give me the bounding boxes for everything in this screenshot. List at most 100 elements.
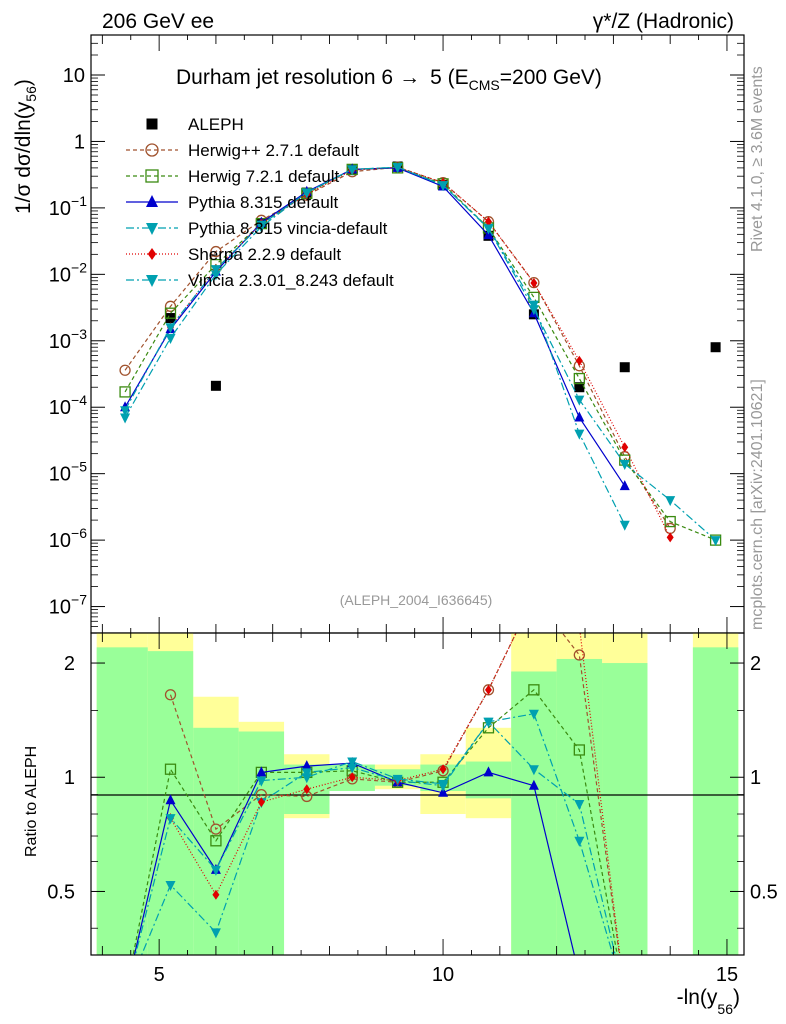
ratio-point-sherpa-2-2-9-default [212, 889, 220, 900]
data-point-pythia-8-315-vincia-default [574, 429, 585, 440]
data-point-herwig-7-2-1-default [573, 372, 585, 385]
data-point-pythia-8-315-default [619, 480, 630, 491]
legend-marker-aleph [146, 118, 158, 130]
data-point-herwig-7-2-1-default [119, 386, 131, 398]
uncertainty-band-green [692, 647, 739, 955]
ratio-point-herwig-7-2-1-default [573, 744, 585, 756]
series-line-pythia-8-315-vincia-default [124, 166, 626, 526]
data-point-pythia-8-315-default [574, 411, 585, 422]
legend-marker-vincia-2-3-01-8-243-default [146, 275, 158, 287]
ratio-point-vincia-2-3-01-8-243-default [165, 814, 176, 825]
plot-title: Durham jet resolution 6 → 5 (ECMS=200 GeV) [176, 66, 602, 93]
ratio-point-pythia-8-315-vincia-default [528, 709, 539, 720]
legend-label-vincia-2-3-01-8-243-default: Vincia 2.3.01_8.243 default [188, 271, 394, 290]
data-point-herwig-2-7-1-default [210, 245, 222, 258]
data-point-sherpa-2-2-9-default [575, 355, 583, 366]
ratio-point-pythia-8-315-default [528, 779, 539, 790]
ratio-tick-label-right: 2 [750, 653, 761, 675]
ratio-point-herwig-7-2-1-default [164, 763, 177, 775]
ratio-point-vincia-2-3-01-8-243-default [483, 717, 494, 728]
data-point-vincia-2-3-01-8-243-default [528, 305, 539, 316]
data-point-herwig-7-2-1-default [664, 515, 676, 528]
ratio-point-pythia-8-315-vincia-default [165, 880, 176, 891]
main-plot-panel: 10 1 10−1 10−2 10−3 10−4 10−5 10−6 10−7 Durham j… [49, 34, 745, 634]
data-point-pythia-8-315-vincia-default [619, 520, 630, 531]
data-point-herwig-7-2-1-default [164, 307, 177, 319]
analysis-id: (ALEPH_2004_I636645) [340, 592, 493, 608]
ratio-point-pythia-8-315-default [301, 760, 312, 771]
y-tick-label: 10 [63, 65, 85, 87]
data-point-vincia-2-3-01-8-243-default [120, 406, 131, 417]
series-line-sherpa-2-2-9-default [170, 166, 671, 538]
data-point-herwig-2-7-1-default [664, 522, 676, 535]
uncertainty-band-green [238, 731, 285, 955]
x-tick-label: 5 [154, 964, 165, 986]
mcplots-label: mcplots.cern.ch [arXiv:2401.10621] [749, 379, 766, 630]
y-tick-label: 10−3 [49, 326, 87, 353]
legend-marker-pythia-8-315-default [146, 195, 158, 207]
data-point-vincia-2-3-01-8-243-default [392, 163, 403, 174]
ratio-plot-panel: 2 2 1 1 0.5 0.5 5 10 15 [47, 632, 778, 986]
y-tick-label: 10−6 [49, 525, 87, 552]
ratio-point-pythia-8-315-vincia-default [210, 928, 221, 939]
ratio-point-sherpa-2-2-9-default [303, 784, 311, 795]
ratio-tick-label-right: 1 [750, 767, 761, 789]
data-point-herwig-2-7-1-default [164, 300, 177, 312]
ratio-point-sherpa-2-2-9-default [439, 764, 447, 775]
x-axis-label: -ln(y56) [677, 986, 740, 1017]
series-line-pythia-8-315-default [124, 167, 626, 487]
ratio-point-vincia-2-3-01-8-243-default [392, 774, 403, 785]
data-point-vincia-2-3-01-8-243-default [301, 188, 312, 199]
ratio-point-sherpa-2-2-9-default [348, 772, 356, 783]
x-tick-label: 10 [432, 964, 454, 986]
ratio-point-herwig-2-7-1-default [573, 649, 585, 661]
series-line-vincia-2-3-01-8-243-default [124, 166, 717, 541]
data-point-sherpa-2-2-9-default [621, 442, 629, 453]
legend-marker-sherpa-2-2-9-default [147, 248, 157, 260]
ratio-tick-label: 1 [64, 767, 75, 789]
main-ylabel: 1/σ dσ/dln(y56) [12, 79, 39, 214]
data-point-vincia-2-3-01-8-243-default [710, 536, 721, 547]
legend-label-herwig-7-2-1-default: Herwig 7.2.1 default [188, 167, 339, 186]
header-right: γ*/Z (Hadronic) [593, 10, 734, 33]
data-point-vincia-2-3-01-8-243-default [165, 323, 176, 334]
ratio-point-vincia-2-3-01-8-243-default [574, 800, 585, 811]
ratio-point-vincia-2-3-01-8-243-default [256, 776, 267, 787]
ratio-point-sherpa-2-2-9-default [484, 684, 492, 695]
ratio-point-herwig-7-2-1-default [528, 684, 540, 696]
ratio-point-vincia-2-3-01-8-243-default [301, 773, 312, 784]
data-point-vincia-2-3-01-8-243-default [347, 165, 358, 176]
data-point-herwig-2-7-1-default [119, 364, 131, 376]
legend-label-pythia-8-315-default: Pythia 8.315 default [188, 193, 339, 212]
legend-marker-herwig-2-7-1-default [145, 143, 159, 157]
data-point-aleph [619, 362, 630, 373]
ratio-tick-label: 0.5 [47, 881, 75, 903]
data-point-sherpa-2-2-9-default [666, 532, 674, 543]
ratio-point-pythia-8-315-vincia-default [347, 763, 358, 774]
legend: ALEPH Herwig++ 2.7.1 default Herwig 7.2.1 … [126, 115, 394, 290]
data-point-vincia-2-3-01-8-243-default [574, 395, 585, 406]
ratio-tick-label: 2 [64, 653, 75, 675]
data-point-aleph [210, 380, 221, 391]
ratio-point-sherpa-2-2-9-default [257, 797, 265, 808]
ratio-line-vincia-2-3-01-8-243-default [134, 720, 616, 955]
y-tick-label: 10−7 [49, 592, 87, 619]
ratio-point-pythia-8-315-default [165, 794, 176, 805]
legend-label-aleph: ALEPH [188, 115, 244, 134]
ratio-point-vincia-2-3-01-8-243-default [438, 779, 449, 790]
data-point-aleph [574, 382, 585, 393]
data-point-vincia-2-3-01-8-243-default [438, 181, 449, 192]
ratio-point-vincia-2-3-01-8-243-default [528, 765, 539, 776]
ratio-ylabel: Ratio to ALEPH [23, 746, 40, 857]
ratio-point-vincia-2-3-01-8-243-default [347, 757, 358, 768]
data-point-vincia-2-3-01-8-243-default [210, 265, 221, 276]
rivet-label: Rivet 4.1.0, ≥ 3.6M events [749, 66, 766, 252]
ratio-point-pythia-8-315-default [256, 766, 267, 777]
ratio-point-vincia-2-3-01-8-243-default [210, 865, 221, 876]
ratio-line-herwig-7-2-1-default [132, 688, 618, 955]
legend-marker-herwig-7-2-1-default [145, 169, 159, 183]
ratio-point-herwig-7-2-1-default [210, 835, 222, 847]
uncertainty-band-green [602, 663, 648, 955]
data-point-sherpa-2-2-9-default [484, 216, 492, 227]
data-point-aleph [710, 342, 721, 353]
